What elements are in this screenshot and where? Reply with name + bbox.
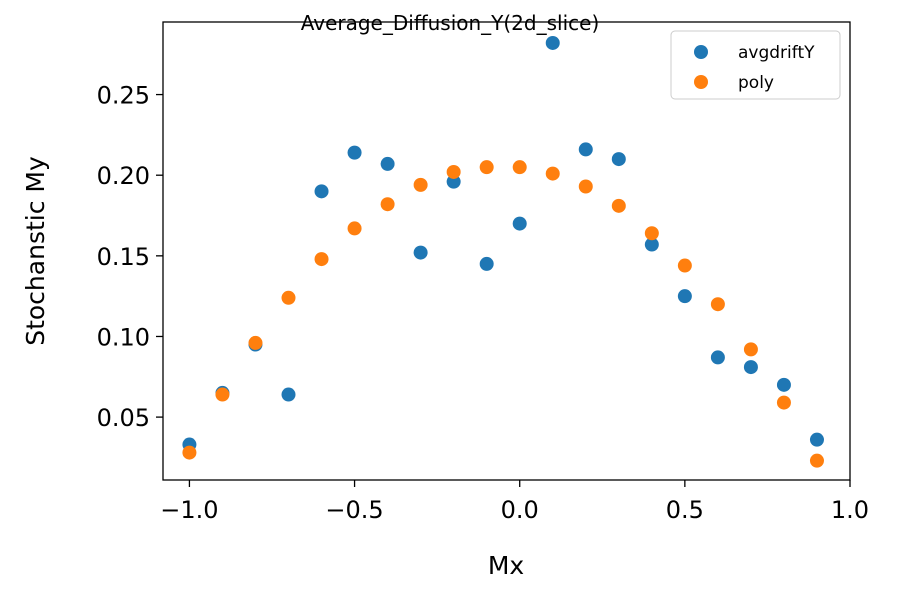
data-point-avgdriftY bbox=[479, 256, 494, 271]
data-point-avgdriftY bbox=[446, 174, 461, 189]
data-point-poly bbox=[215, 387, 230, 402]
data-point-avgdriftY bbox=[347, 145, 362, 160]
data-point-avgdriftY bbox=[677, 289, 692, 304]
data-point-poly bbox=[743, 342, 758, 357]
data-point-poly bbox=[545, 166, 560, 181]
data-point-avgdriftY bbox=[380, 156, 395, 171]
data-point-poly bbox=[578, 179, 593, 194]
x-axis-label: Mx bbox=[488, 551, 524, 580]
data-point-avgdriftY bbox=[281, 387, 296, 402]
legend-label-avgdriftY: avgdriftY bbox=[738, 43, 815, 63]
x-tick-label: 0.0 bbox=[501, 496, 539, 524]
data-point-avgdriftY bbox=[578, 142, 593, 157]
data-point-poly bbox=[611, 198, 626, 213]
legend-marker-poly bbox=[694, 75, 708, 89]
data-point-avgdriftY bbox=[776, 377, 791, 392]
data-point-poly bbox=[479, 160, 494, 175]
data-point-poly bbox=[182, 445, 197, 460]
x-axis: −1.0 −0.5 0.0 0.5 1.0 bbox=[160, 480, 869, 524]
legend-label-poly: poly bbox=[738, 73, 774, 93]
plot-frame bbox=[162, 21, 851, 481]
legend-box bbox=[670, 30, 841, 100]
data-point-poly bbox=[677, 258, 692, 273]
data-point-avgdriftY bbox=[512, 216, 527, 231]
x-tick-label: 1.0 bbox=[831, 496, 869, 524]
x-tick-label: −1.0 bbox=[160, 496, 218, 524]
data-point-poly bbox=[512, 160, 527, 175]
y-tick-label: 0.25 bbox=[97, 82, 150, 110]
data-point-poly bbox=[314, 252, 329, 267]
data-point-poly bbox=[446, 164, 461, 179]
legend-marker-avgdriftY bbox=[694, 45, 708, 59]
data-point-avgdriftY bbox=[710, 350, 725, 365]
y-tick-label: 0.20 bbox=[97, 162, 150, 190]
data-point-poly bbox=[644, 226, 659, 241]
data-point-poly bbox=[248, 335, 263, 350]
plot-area bbox=[182, 35, 824, 468]
y-axis-label: Stochanstic My bbox=[21, 156, 50, 346]
data-point-poly bbox=[281, 290, 296, 305]
data-point-avgdriftY bbox=[314, 184, 329, 199]
data-point-avgdriftY bbox=[611, 152, 626, 167]
data-point-avgdriftY bbox=[743, 360, 758, 375]
data-point-avgdriftY bbox=[413, 245, 428, 260]
x-tick-label: 0.5 bbox=[666, 496, 704, 524]
data-point-poly bbox=[710, 297, 725, 312]
data-point-poly bbox=[776, 395, 791, 410]
data-point-avgdriftY bbox=[644, 237, 659, 252]
y-tick-label: 0.15 bbox=[97, 243, 150, 271]
series-avgdriftY bbox=[182, 35, 824, 452]
data-point-poly bbox=[380, 197, 395, 212]
y-tick-label: 0.10 bbox=[97, 323, 150, 351]
legend: avgdriftY poly bbox=[670, 30, 841, 100]
data-point-poly bbox=[809, 453, 824, 468]
chart-title: Average_Diffusion_Y(2d_slice) bbox=[301, 11, 600, 35]
data-point-poly bbox=[413, 177, 428, 192]
data-point-poly bbox=[347, 221, 362, 236]
y-axis: 0.05 0.10 0.15 0.20 0.25 bbox=[97, 82, 163, 432]
series-poly bbox=[182, 160, 824, 468]
x-tick-label: −0.5 bbox=[325, 496, 383, 524]
data-point-avgdriftY bbox=[545, 35, 560, 50]
y-tick-label: 0.05 bbox=[97, 404, 150, 432]
data-point-avgdriftY bbox=[809, 432, 824, 447]
